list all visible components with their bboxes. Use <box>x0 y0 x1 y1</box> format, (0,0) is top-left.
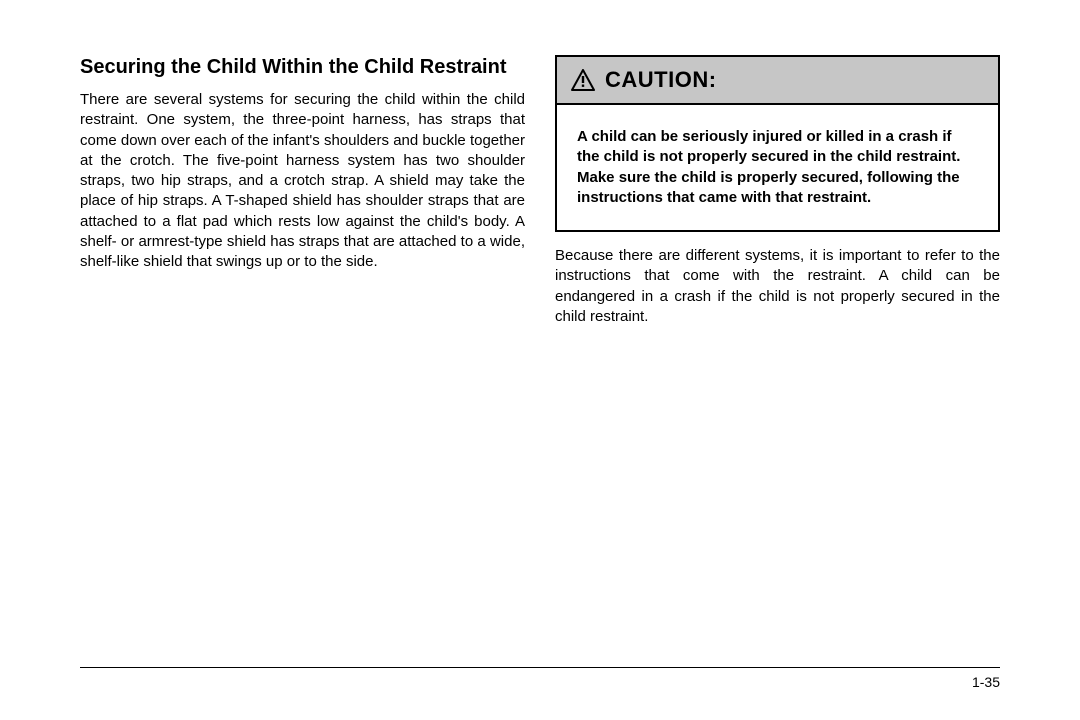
caution-body: A child can be seriously injured or kill… <box>557 105 998 230</box>
followup-paragraph: Because there are different systems, it … <box>555 246 1000 327</box>
left-column: Securing the Child Within the Child Rest… <box>80 55 525 667</box>
manual-page: Securing the Child Within the Child Rest… <box>0 0 1080 720</box>
right-column: CAUTION: A child can be seriously injure… <box>555 55 1000 667</box>
caution-label: CAUTION: <box>605 67 717 93</box>
body-paragraph: There are several systems for securing t… <box>80 90 525 272</box>
page-number: 1-35 <box>972 674 1000 690</box>
caution-header: CAUTION: <box>557 57 998 105</box>
caution-box: CAUTION: A child can be seriously injure… <box>555 55 1000 232</box>
content-columns: Securing the Child Within the Child Rest… <box>80 55 1000 667</box>
page-footer: 1-35 <box>80 667 1000 690</box>
warning-triangle-icon <box>571 69 595 91</box>
section-heading: Securing the Child Within the Child Rest… <box>80 55 525 80</box>
caution-text: A child can be seriously injured or kill… <box>577 127 978 208</box>
